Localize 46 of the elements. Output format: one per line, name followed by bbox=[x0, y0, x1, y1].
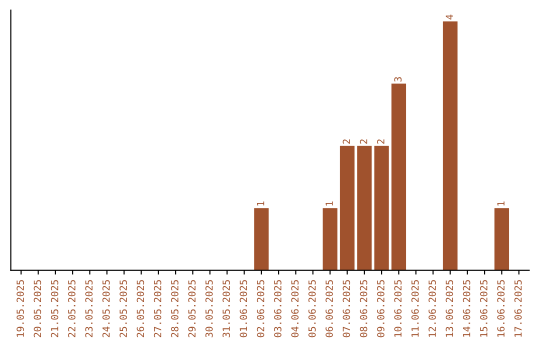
bar bbox=[254, 208, 269, 270]
x-tick-label: 21.05.2025 bbox=[50, 280, 58, 338]
x-tick-label: 14.06.2025 bbox=[462, 280, 470, 337]
x-tick-label: 02.06.2025 bbox=[256, 280, 264, 338]
data-label: 1 bbox=[497, 201, 504, 206]
x-tick-label: 07.06.2025 bbox=[342, 280, 350, 338]
data-label: 4 bbox=[446, 14, 453, 20]
data-label: 2 bbox=[377, 139, 384, 144]
data-label: 1 bbox=[257, 201, 264, 206]
x-tick-label: 16.06.2025 bbox=[497, 280, 505, 337]
x-tick-label: 03.06.2025 bbox=[274, 280, 282, 338]
x-tick-label: 24.05.2025 bbox=[102, 280, 110, 338]
data-label: 2 bbox=[342, 139, 350, 144]
x-tick-label: 09.06.2025 bbox=[377, 280, 384, 338]
x-tick-label: 11.06.2025 bbox=[411, 280, 419, 337]
x-tick-label: 17.06.2025 bbox=[514, 280, 522, 337]
x-tick-label: 22.05.2025 bbox=[68, 280, 76, 338]
x-tick-label: 05.06.2025 bbox=[308, 280, 316, 338]
x-tick-label: 12.06.2025 bbox=[428, 280, 436, 337]
x-tick-label: 23.05.2025 bbox=[85, 280, 93, 338]
x-tick-label: 30.05.2025 bbox=[205, 280, 213, 338]
x-tick-label: 28.05.2025 bbox=[171, 280, 178, 338]
x-tick-label: 13.06.2025 bbox=[446, 280, 454, 337]
bar bbox=[442, 21, 458, 270]
x-tick-label: 04.06.2025 bbox=[291, 280, 299, 338]
x-tick-label: 27.05.2025 bbox=[154, 280, 162, 338]
x-tick-label: 06.06.2025 bbox=[326, 280, 333, 338]
x-tick-label: 20.05.2025 bbox=[34, 280, 42, 338]
x-tick-label: 19.05.2025 bbox=[16, 280, 24, 337]
x-tick-label: 31.05.2025 bbox=[222, 280, 230, 338]
x-tick-label: 29.05.2025 bbox=[188, 280, 196, 338]
x-tick-label: 01.06.2025 bbox=[240, 280, 248, 338]
bar bbox=[357, 146, 372, 270]
bar bbox=[340, 146, 355, 270]
x-tick-label: 15.06.2025 bbox=[480, 280, 488, 337]
x-tick-label: 25.05.2025 bbox=[120, 280, 127, 338]
x-tick-label: 26.05.2025 bbox=[136, 280, 144, 338]
x-tick-label: 08.06.2025 bbox=[360, 280, 368, 338]
data-label: 3 bbox=[394, 77, 402, 82]
bar bbox=[322, 208, 338, 270]
x-tick-label: 10.06.2025 bbox=[394, 280, 402, 337]
bar bbox=[494, 208, 510, 270]
bar bbox=[391, 84, 406, 270]
data-label: 1 bbox=[326, 201, 333, 206]
data-label: 2 bbox=[360, 139, 368, 144]
bar bbox=[374, 146, 389, 270]
